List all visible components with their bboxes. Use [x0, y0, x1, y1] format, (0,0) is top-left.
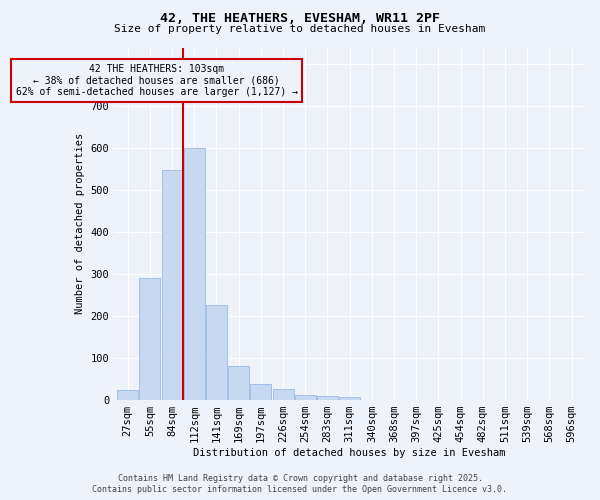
Text: Contains HM Land Registry data © Crown copyright and database right 2025.
Contai: Contains HM Land Registry data © Crown c…: [92, 474, 508, 494]
Bar: [206, 306, 227, 400]
Bar: [250, 384, 271, 400]
Bar: [161, 170, 182, 400]
Bar: [228, 366, 249, 400]
Bar: [272, 389, 293, 400]
Text: 42, THE HEATHERS, EVESHAM, WR11 2PF: 42, THE HEATHERS, EVESHAM, WR11 2PF: [160, 12, 440, 24]
Bar: [317, 396, 338, 400]
Bar: [117, 390, 138, 400]
Y-axis label: Number of detached properties: Number of detached properties: [75, 133, 85, 314]
X-axis label: Distribution of detached houses by size in Evesham: Distribution of detached houses by size …: [193, 448, 506, 458]
Bar: [295, 396, 316, 400]
Text: Size of property relative to detached houses in Evesham: Size of property relative to detached ho…: [115, 24, 485, 34]
Bar: [339, 398, 360, 400]
Bar: [139, 278, 160, 400]
Text: 42 THE HEATHERS: 103sqm
← 38% of detached houses are smaller (686)
62% of semi-d: 42 THE HEATHERS: 103sqm ← 38% of detache…: [16, 64, 298, 98]
Bar: [184, 148, 205, 400]
